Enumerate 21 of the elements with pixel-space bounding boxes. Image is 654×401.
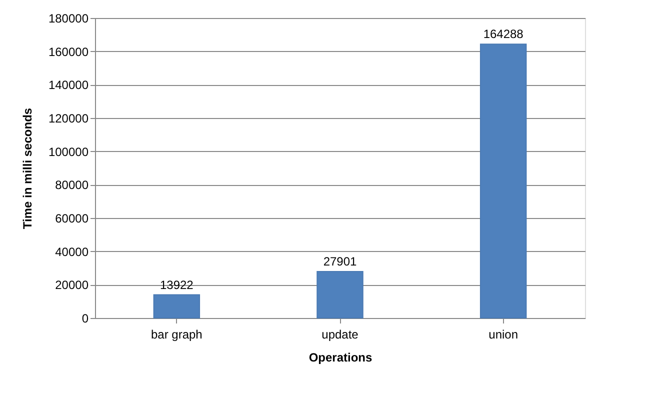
data-label: 13922: [160, 278, 194, 292]
bar: [153, 294, 200, 318]
y-tick-label: 140000: [48, 78, 89, 92]
x-tick-label: bar graph: [150, 328, 202, 342]
y-tick-label: 0: [82, 312, 89, 326]
bar: [480, 44, 527, 318]
y-tick-label: 160000: [48, 44, 89, 59]
y-tick-label: 40000: [55, 244, 89, 259]
x-axis-title: Operations: [308, 350, 372, 364]
y-tick-label: 80000: [55, 178, 89, 192]
y-tick-label: 180000: [48, 12, 89, 26]
data-label: 27901: [323, 254, 358, 268]
data-label: 164288: [483, 27, 524, 42]
x-tick-label: union: [488, 328, 518, 342]
y-tick-label: 60000: [55, 212, 89, 226]
y-axis-title: Time in milli seconds: [20, 108, 34, 230]
bar: [316, 271, 364, 318]
y-tick-label: 100000: [48, 144, 89, 159]
y-tick-label: 120000: [48, 112, 89, 126]
x-tick-label: update: [322, 328, 359, 342]
y-tick-label: 20000: [55, 278, 89, 292]
